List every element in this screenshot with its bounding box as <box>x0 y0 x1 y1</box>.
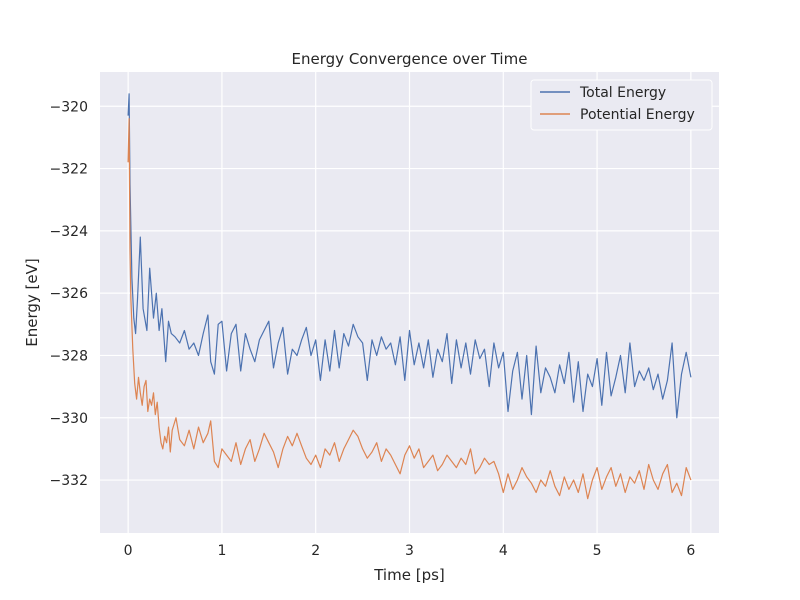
x-tick-label: 5 <box>593 543 602 559</box>
legend-box <box>530 79 713 131</box>
y-tick-label: −326 <box>50 286 89 302</box>
x-tick-label: 1 <box>217 543 226 559</box>
x-tick-label: 2 <box>311 543 320 559</box>
y-tick-label: −322 <box>50 162 88 178</box>
chart-title: Energy Convergence over Time <box>292 50 528 68</box>
y-tick-label: −330 <box>50 411 88 427</box>
series-layer <box>127 93 692 500</box>
legend-label-potential: Potential Energy <box>580 107 695 123</box>
series-line-potential-energy <box>127 118 692 500</box>
y-tick-labels: −320 −322 −324 −326 −328 −330 −332 <box>50 99 89 489</box>
x-tick-label: 6 <box>686 543 695 559</box>
series-line-total-energy <box>127 93 692 419</box>
x-axis-label: Time [ps] <box>373 566 445 584</box>
y-tick-label: −332 <box>50 473 88 489</box>
grid <box>100 72 719 533</box>
y-tick-label: −328 <box>50 348 88 364</box>
x-tick-label: 4 <box>499 543 508 559</box>
x-tick-labels: 0 1 2 3 4 5 6 <box>124 543 696 559</box>
y-axis-label: Energy [eV] <box>23 258 41 346</box>
y-tick-label: −324 <box>50 224 89 240</box>
legend: Total Energy Potential Energy <box>530 79 713 131</box>
x-tick-label: 3 <box>405 543 414 559</box>
legend-label-total: Total Energy <box>579 85 666 101</box>
x-tick-label: 0 <box>124 543 133 559</box>
y-tick-label: −320 <box>50 99 88 115</box>
